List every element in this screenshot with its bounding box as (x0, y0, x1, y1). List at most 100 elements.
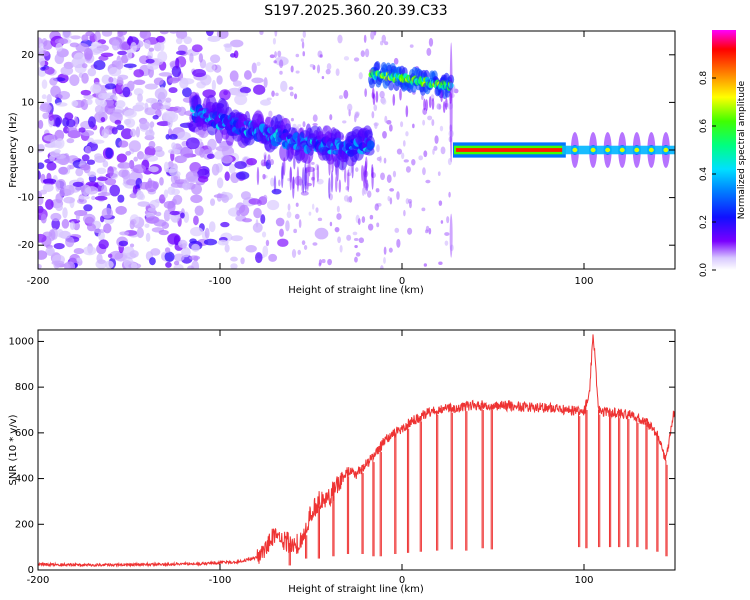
noise-blob (326, 63, 332, 71)
noise-blob (183, 177, 190, 184)
top-y-ticks: -20 -10 0 10 20 (18, 50, 675, 251)
noise-blob (85, 31, 95, 37)
noise-blob (117, 31, 123, 38)
noise-blob (78, 195, 90, 200)
noise-blob (438, 200, 443, 206)
noise-blob (97, 191, 112, 197)
noise-blob (139, 181, 150, 190)
spectrogram-layer (38, 31, 675, 269)
noise-blob (358, 237, 365, 244)
noise-blob (209, 198, 216, 206)
noise-blob (297, 124, 302, 128)
noise-blob (383, 246, 387, 255)
noise-blob (287, 203, 291, 211)
noise-blob (55, 138, 65, 149)
noise-blob (157, 91, 166, 104)
noise-blob (439, 125, 444, 132)
noise-blob (297, 249, 301, 255)
band-wisp (256, 166, 260, 186)
band-wisp (292, 176, 295, 189)
noise-blob (80, 164, 91, 171)
noise-blob (353, 237, 359, 241)
noise-blob (230, 235, 243, 242)
noise-blob (149, 257, 156, 266)
noise-blob (438, 103, 442, 110)
y-tick-label: 0 (28, 565, 34, 576)
noise-blob (123, 63, 137, 68)
noise-blob (230, 256, 238, 262)
noise-blob (180, 146, 194, 159)
noise-blob (273, 60, 277, 64)
noise-blob (66, 138, 75, 144)
noise-blob (86, 223, 96, 232)
noise-blob (108, 66, 122, 77)
noise-blob (405, 166, 411, 173)
band-wisp (338, 179, 342, 193)
noise-blob (270, 177, 275, 187)
noise-blob (427, 115, 433, 121)
noise-blob (165, 133, 170, 140)
pulse-core (572, 147, 578, 153)
noise-blob (274, 31, 278, 37)
noise-blob (94, 105, 104, 114)
noise-blob (177, 106, 187, 117)
noise-blob (327, 258, 332, 266)
bottom-y-axis-label: SNR (10 * v/v) (8, 414, 19, 485)
x-tick-label: -200 (27, 276, 50, 287)
noise-blob (215, 145, 229, 152)
noise-blob (38, 233, 47, 243)
band-halo (334, 131, 344, 141)
noise-blob (381, 98, 387, 105)
spike-wisp (449, 213, 453, 258)
noise-blob (45, 199, 54, 210)
noise-blob (422, 167, 426, 176)
colorbar-tick-label: 0.0 (699, 263, 709, 278)
upper-band-wisp (371, 87, 375, 100)
noise-blob (50, 212, 62, 222)
noise-blob (285, 220, 290, 232)
noise-blob (123, 109, 137, 118)
noise-blob (440, 146, 446, 155)
noise-blob (325, 68, 331, 75)
noise-blob (260, 99, 272, 106)
noise-blob (94, 195, 108, 201)
noise-blob (171, 142, 177, 150)
noise-blob (269, 54, 275, 59)
noise-blob (188, 255, 201, 261)
noise-blob (73, 52, 85, 65)
noise-blob (252, 222, 263, 233)
noise-blob (129, 250, 139, 258)
noise-blob (221, 194, 229, 203)
noise-blob (200, 74, 212, 86)
noise-blob (275, 217, 285, 227)
noise-blob (205, 31, 214, 37)
noise-blob (132, 185, 138, 195)
noise-blob (107, 253, 113, 259)
noise-blob (147, 207, 156, 212)
snr-dropouts (288, 405, 668, 566)
noise-blob (123, 118, 132, 126)
noise-blob (190, 194, 203, 204)
noise-blob (83, 204, 93, 212)
noise-blob (448, 129, 454, 138)
noise-blob (384, 41, 389, 46)
noise-blob (84, 145, 92, 154)
noise-blob (158, 194, 166, 204)
noise-blob (96, 167, 107, 175)
noise-blob (294, 213, 300, 220)
noise-blob (352, 231, 358, 236)
noise-blob (275, 92, 279, 97)
noise-blob (384, 115, 388, 123)
noise-blob (400, 121, 404, 128)
noise-blob (90, 42, 102, 47)
y-tick-label: -20 (18, 240, 34, 251)
noise-blob (337, 236, 341, 244)
noise-blob (396, 148, 403, 155)
band-wisp (335, 175, 338, 193)
y-tick-label: 0 (28, 145, 34, 156)
noise-blob (204, 227, 210, 239)
noise-blob (268, 110, 273, 118)
noise-blob (180, 212, 185, 219)
noise-blob (39, 57, 45, 68)
noise-blob (447, 158, 452, 166)
